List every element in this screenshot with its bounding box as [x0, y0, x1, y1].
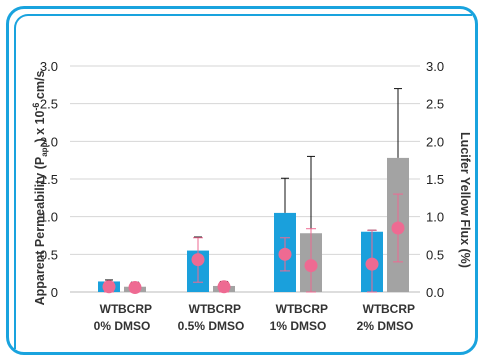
lucifer-point — [102, 280, 116, 294]
bar-label: WT — [100, 302, 119, 316]
left-tick-label: 3.0 — [40, 59, 58, 74]
bars — [98, 88, 409, 292]
left-tick-label: 0.5 — [40, 247, 58, 262]
left-tick-label: 1.0 — [40, 210, 58, 225]
left-tick-label: 2.5 — [40, 97, 58, 112]
bar-label: WT — [363, 302, 382, 316]
lucifer-point — [304, 259, 318, 273]
bar-label: BCRP — [294, 302, 328, 316]
left-axis-label: Apparent Permeability (Papp) x 10-6 cm/s — [31, 71, 49, 306]
left-tick-label: 0 — [51, 285, 58, 300]
lucifer-point — [128, 280, 142, 294]
condition-label: 0.5% DMSO — [178, 319, 245, 333]
right-tick-label: 0.5 — [426, 247, 444, 262]
lucifer-point — [278, 247, 292, 261]
bar-label: WT — [189, 302, 208, 316]
bar-label: BCRP — [381, 302, 415, 316]
lucifer-point — [365, 257, 379, 271]
right-tick-label: 2.0 — [426, 134, 444, 149]
tick-labels: 0 0.0 0.5 0.5 1.0 1.0 1.5 1.5 2.0 2.0 2.5 2.5 3.0 3.0 — [40, 59, 444, 300]
bar-label: BCRP — [207, 302, 241, 316]
left-tick-label: 1.5 — [40, 172, 58, 187]
left-tick-label: 2.0 — [40, 134, 58, 149]
chart-frame-inner — [14, 14, 472, 349]
right-tick-label: 3.0 — [426, 59, 444, 74]
right-axis-label: Lucifer Yellow Flux (%) — [458, 132, 472, 268]
condition-label: 1% DMSO — [270, 319, 327, 333]
bar-label: WT — [276, 302, 295, 316]
right-tick-label: 1.5 — [426, 172, 444, 187]
bar-label: BCRP — [118, 302, 152, 316]
right-tick-label: 0.0 — [426, 285, 444, 300]
lucifer-point — [191, 253, 205, 267]
right-tick-label: 1.0 — [426, 210, 444, 225]
condition-label: 2% DMSO — [357, 319, 414, 333]
right-tick-label: 2.5 — [426, 97, 444, 112]
lucifer-point — [217, 280, 231, 294]
lucifer-point — [391, 221, 405, 235]
condition-label: 0% DMSO — [94, 319, 151, 333]
lucifer-yellow-points — [102, 193, 405, 294]
